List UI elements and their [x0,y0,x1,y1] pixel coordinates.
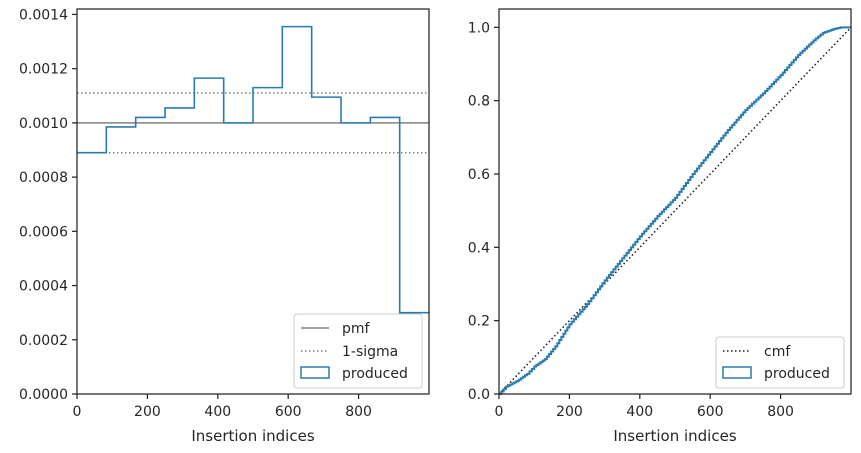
right-x-ticks: 0 200 400 600 800 [495,394,794,420]
left-y-tick-label: 0.0000 [19,387,68,403]
right-x-axis-label: Insertion indices [613,427,736,445]
right-legend-box [715,336,845,389]
left-x-axis-label: Insertion indices [191,427,314,445]
right-x-tick-label: 600 [697,404,724,420]
left-x-tick-label: 400 [204,404,231,420]
left-y-tick-label: 0.0010 [19,116,68,132]
produced-cmf-curve [499,26,851,395]
left-legend-box [293,313,423,389]
right-y-tick-label: 0.8 [468,94,490,110]
left-x-tick-label: 800 [345,404,372,420]
left-x-ticks: 0 200 400 600 800 [73,394,372,420]
left-axes-frame [76,8,430,395]
left-y-tick-label: 0.0014 [19,7,68,23]
left-chart: 0.0000 0.0002 0.0004 0.0006 0.0008 0.0010 0.00… [19,7,430,445]
left-y-tick-label: 0.0006 [19,224,68,240]
right-chart: 0.0 0.2 0.4 0.6 0.8 1.0 0 200 400 600 800 Inserti… [468,8,852,445]
right-x-tick-label: 0 [495,404,504,420]
legend-produced-swatch-right [722,366,752,379]
left-x-tick-label: 600 [275,404,302,420]
right-y-tick-label: 0.4 [468,240,490,256]
right-x-tick-label: 800 [767,404,794,420]
produced-histogram-step [77,25,429,314]
legend-cmf-label: cmf [764,344,791,360]
right-y-ticks: 0.0 0.2 0.4 0.6 0.8 1.0 [468,20,499,403]
right-y-tick-label: 0.2 [468,314,490,330]
legend-pmf-label: pmf [342,321,371,337]
legend-produced-swatch [300,366,330,379]
cmf-line [498,26,852,395]
right-y-tick-label: 1.0 [468,20,490,36]
right-x-tick-label: 200 [556,404,583,420]
left-plot-marks [77,25,429,314]
right-plot-marks [498,26,852,395]
left-y-tick-label: 0.0004 [19,279,68,295]
legend-produced-label: produced [342,366,408,382]
left-y-ticks: 0.0000 0.0002 0.0004 0.0006 0.0008 0.0010 0.00… [19,7,77,403]
legend-sigma-label: 1-sigma [342,344,398,360]
left-y-tick-label: 0.0008 [19,170,68,186]
right-legend: cmf produced [715,336,845,389]
right-x-tick-label: 400 [626,404,653,420]
left-legend: pmf 1-sigma produced [293,313,423,389]
left-y-tick-label: 0.0012 [19,62,68,78]
right-y-tick-label: 0.6 [468,167,490,183]
left-y-tick-label: 0.0002 [19,333,68,349]
legend-produced-label-right: produced [764,366,830,382]
right-axes-frame [498,8,852,395]
left-x-tick-label: 0 [73,404,82,420]
left-x-tick-label: 200 [134,404,161,420]
right-y-tick-label: 0.0 [468,387,490,403]
